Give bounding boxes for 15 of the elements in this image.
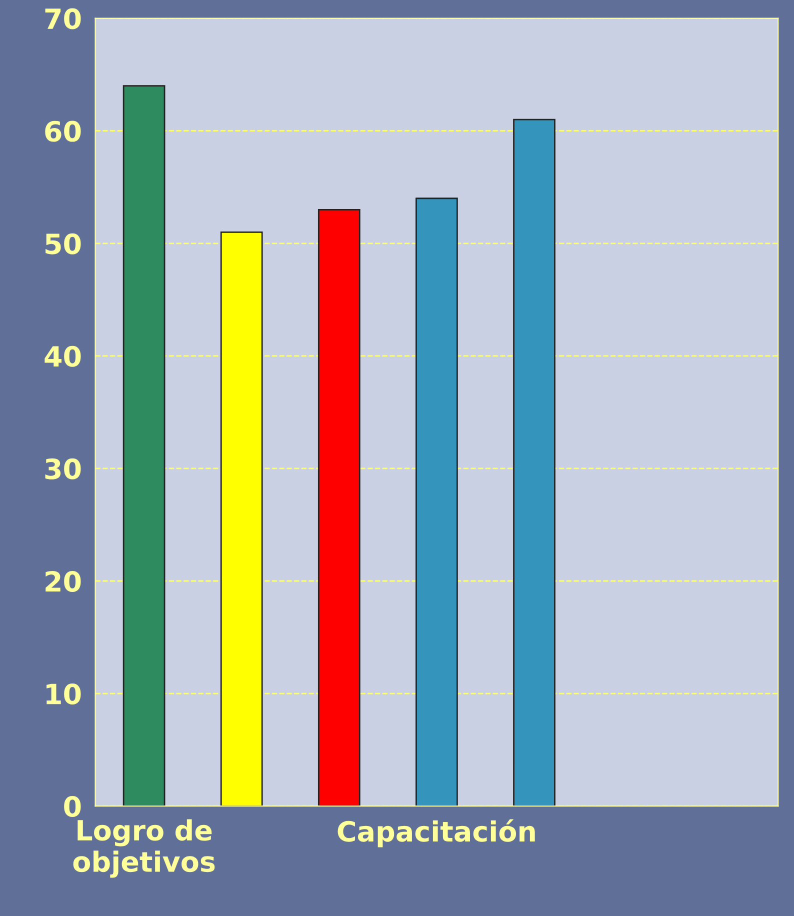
y-tick-label: 10 bbox=[46, 683, 81, 704]
y-tick-label: 20 bbox=[46, 570, 81, 592]
bar bbox=[513, 118, 556, 806]
y-tick-label: 50 bbox=[46, 233, 81, 254]
y-tick-label: 70 bbox=[45, 8, 81, 30]
x-tick-label: Logro de objetivos bbox=[73, 819, 215, 878]
bar bbox=[122, 85, 166, 806]
bar bbox=[220, 231, 263, 806]
y-tick-label: 40 bbox=[44, 346, 81, 367]
y-tick-label: 30 bbox=[45, 458, 81, 480]
y-tick-label: 0 bbox=[64, 796, 81, 818]
y-tick-label: 60 bbox=[45, 120, 81, 142]
x-tick-label: Capacitación bbox=[338, 819, 535, 848]
bar bbox=[416, 198, 458, 806]
bar bbox=[318, 208, 360, 806]
